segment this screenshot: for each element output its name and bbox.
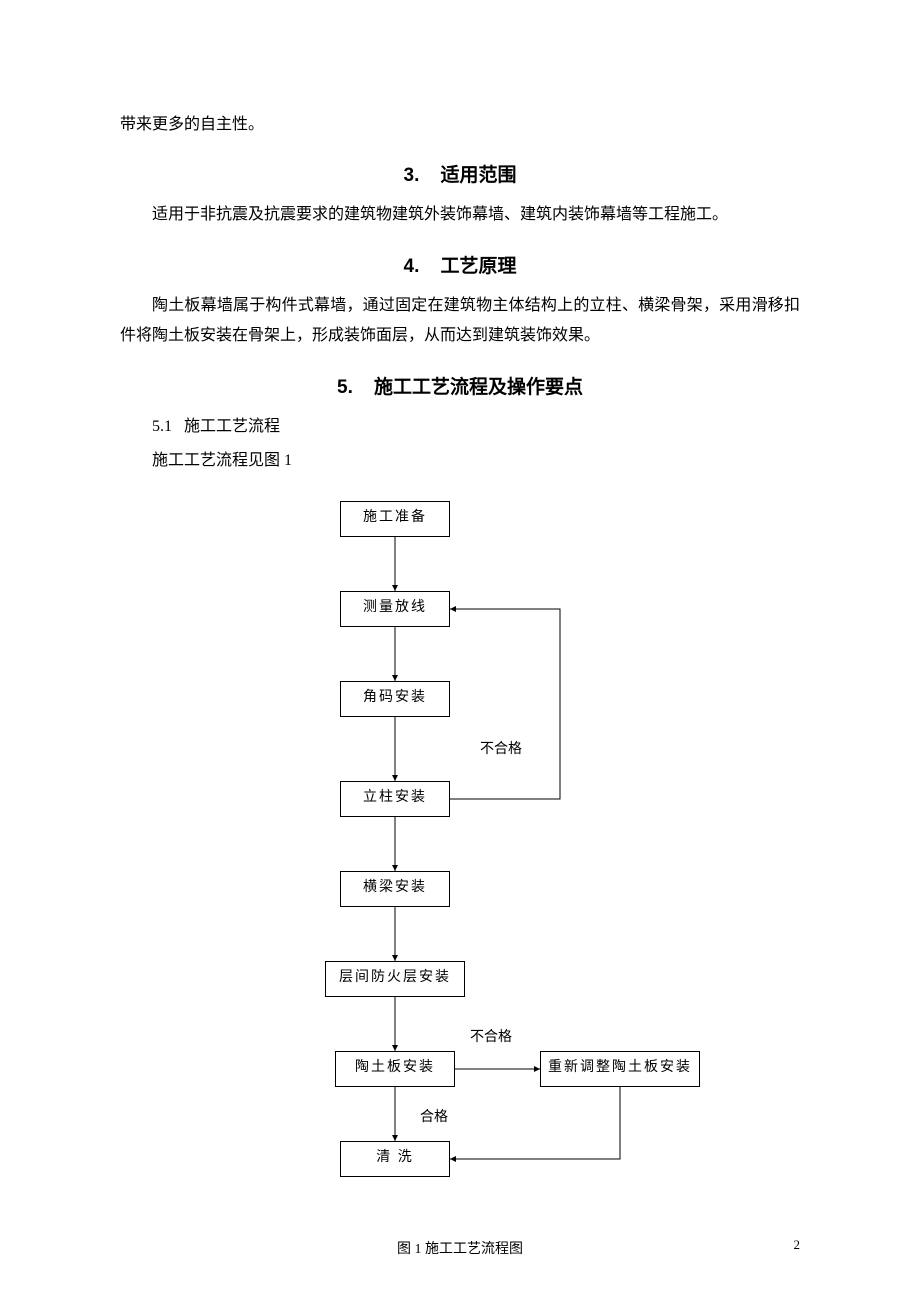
flow-node-n7: 陶土板安装 xyxy=(335,1051,455,1087)
flow-node-n5: 横梁安装 xyxy=(340,871,450,907)
page-number: 2 xyxy=(794,1233,801,1258)
section-3-num: 3. xyxy=(404,165,420,186)
flow-edge-label-7: 不合格 xyxy=(480,737,522,764)
section-4-heading: 4. 工艺原理 xyxy=(120,249,800,285)
flowchart-edges xyxy=(120,501,800,1201)
flow-edge-label-6: 合格 xyxy=(420,1105,448,1132)
flow-edge-7 xyxy=(450,609,560,799)
flow-node-n9: 重新调整陶土板安装 xyxy=(540,1051,700,1087)
section-4-num: 4. xyxy=(404,256,420,277)
flow-node-n4: 立柱安装 xyxy=(340,781,450,817)
section-5-ref: 施工工艺流程见图 1 xyxy=(120,446,800,476)
section-5-heading: 5. 施工工艺流程及操作要点 xyxy=(120,370,800,406)
section-3-title: 适用范围 xyxy=(440,165,516,186)
page: 带来更多的自主性。 3. 适用范围 适用于非抗震及抗震要求的建筑物建筑外装饰幕墙… xyxy=(0,0,920,1302)
flow-node-n1: 施工准备 xyxy=(340,501,450,537)
section-5-title: 施工工艺流程及操作要点 xyxy=(374,377,583,398)
flowchart: 施工准备测量放线角码安装立柱安装横梁安装层间防火层安装陶土板安装清 洗 重新调整陶… xyxy=(120,501,800,1201)
flow-node-n8: 清 洗 xyxy=(340,1141,450,1177)
section-3-heading: 3. 适用范围 xyxy=(120,158,800,194)
section-5-sub-num: 5.1 xyxy=(152,418,172,435)
section-5-sub: 5.1 施工工艺流程 xyxy=(120,412,800,442)
flow-edge-9 xyxy=(450,1087,620,1159)
section-3-body: 适用于非抗震及抗震要求的建筑物建筑外装饰幕墙、建筑内装饰幕墙等工程施工。 xyxy=(120,200,800,230)
flow-node-n3: 角码安装 xyxy=(340,681,450,717)
flow-edge-label-8: 不合格 xyxy=(470,1025,512,1052)
flow-node-n2: 测量放线 xyxy=(340,591,450,627)
section-4-title: 工艺原理 xyxy=(440,256,516,277)
intro-fragment: 带来更多的自主性。 xyxy=(120,110,800,140)
section-5-num: 5. xyxy=(337,377,353,398)
flowchart-caption: 图 1 施工工艺流程图 xyxy=(120,1237,800,1264)
flow-node-n6: 层间防火层安装 xyxy=(325,961,465,997)
section-4-body: 陶土板幕墙属于构件式幕墙，通过固定在建筑物主体结构上的立柱、横梁骨架，采用滑移扣… xyxy=(120,291,800,352)
section-5-sub-title: 施工工艺流程 xyxy=(184,418,280,435)
